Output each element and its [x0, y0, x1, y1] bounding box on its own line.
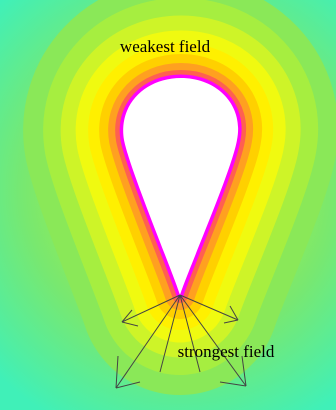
- strong-label: strongest field: [178, 342, 275, 361]
- weak-label: weakest field: [120, 37, 211, 56]
- field-diagram: weakest field strongest field: [0, 0, 336, 410]
